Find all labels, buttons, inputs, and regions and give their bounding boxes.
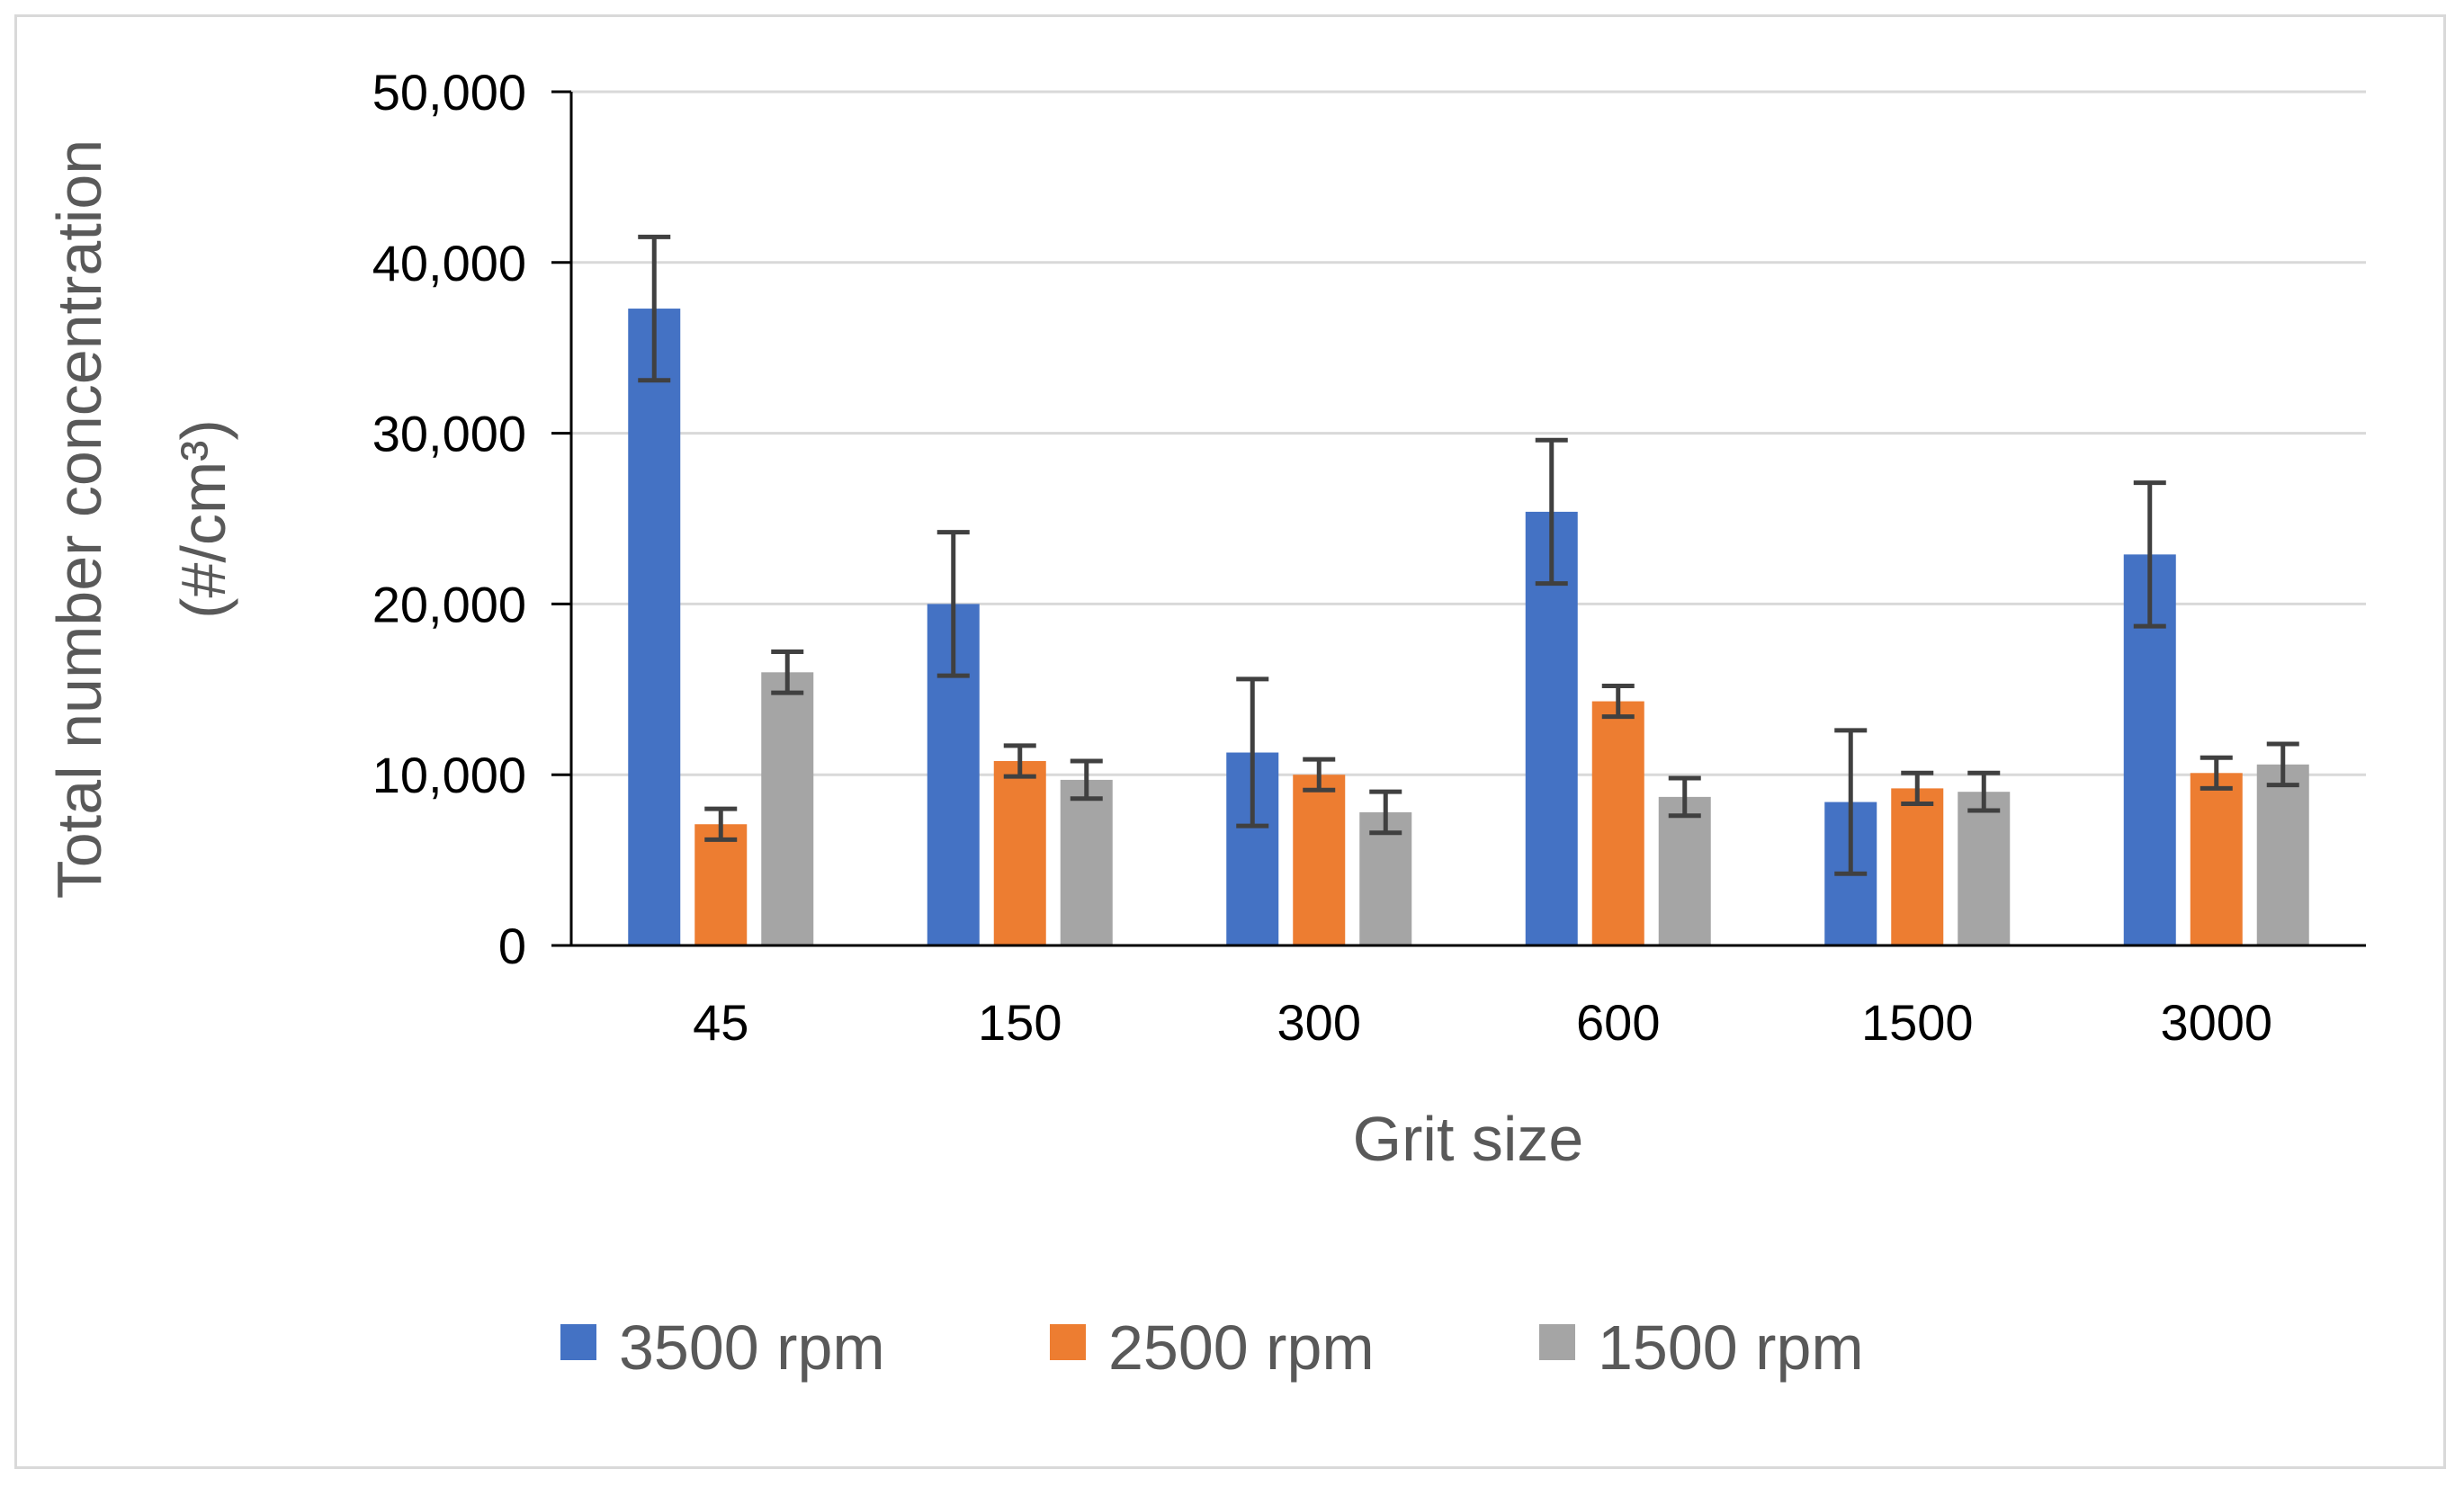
bar-1500-rpm-1500 [1958,792,2011,945]
bar-2500-rpm-600 [1591,701,1644,945]
x-tick-label: 150 [978,994,1062,1051]
gridlines [571,90,2366,776]
legend-label: 2500 rpm [1108,1312,1375,1383]
bar-2500-rpm-1500 [1891,788,1944,945]
y-tick-label: 0 [498,918,526,974]
legend-label: 3500 rpm [619,1312,885,1383]
y-tick-label: 10,000 [372,747,526,803]
x-tick-label: 300 [1277,994,1361,1051]
legend-label: 1500 rpm [1598,1312,1864,1383]
bar-1500-rpm-600 [1658,796,1711,945]
x-tick-label: 45 [693,994,748,1051]
x-axis-title: Grit size [1353,1104,1584,1174]
y-tick-label: 20,000 [372,576,526,632]
bar-2500-rpm-150 [993,761,1046,945]
chart-frame [14,14,2446,1469]
y-axis-title-line1: Total number concentration [44,139,114,899]
legend: 3500 rpm 2500 rpm 1500 rpm [560,1312,1864,1383]
y-tick-label: 30,000 [372,406,526,462]
legend-swatch-1500-rpm [1539,1324,1575,1360]
bar-2500-rpm-45 [694,824,748,945]
x-tick-label: 3000 [2160,994,2272,1051]
x-tick-label: 1500 [1861,994,1974,1051]
bar-1500-rpm-150 [1060,779,1113,945]
x-tick-labels: 45 150 300 600 1500 3000 [693,994,2272,1051]
axes [551,90,2366,947]
bar-3500-rpm-45 [628,309,681,945]
bar-2500-rpm-300 [1293,775,1346,945]
y-axis-title-line2: (#/cm³) [168,419,238,619]
x-tick-label: 600 [1576,994,1660,1051]
legend-swatch-2500-rpm [1050,1324,1086,1360]
bar-2500-rpm-3000 [2190,773,2243,945]
bars [628,309,2309,945]
y-tick-label: 40,000 [372,235,526,291]
bar-1500-rpm-45 [761,672,814,945]
error-bars [638,234,2299,876]
y-tick-label: 50,000 [372,64,526,121]
y-tick-labels: 0 10,000 20,000 30,000 40,000 50,000 [372,64,526,974]
bar-1500-rpm-3000 [2256,764,2309,945]
legend-swatch-3500-rpm [560,1324,596,1360]
